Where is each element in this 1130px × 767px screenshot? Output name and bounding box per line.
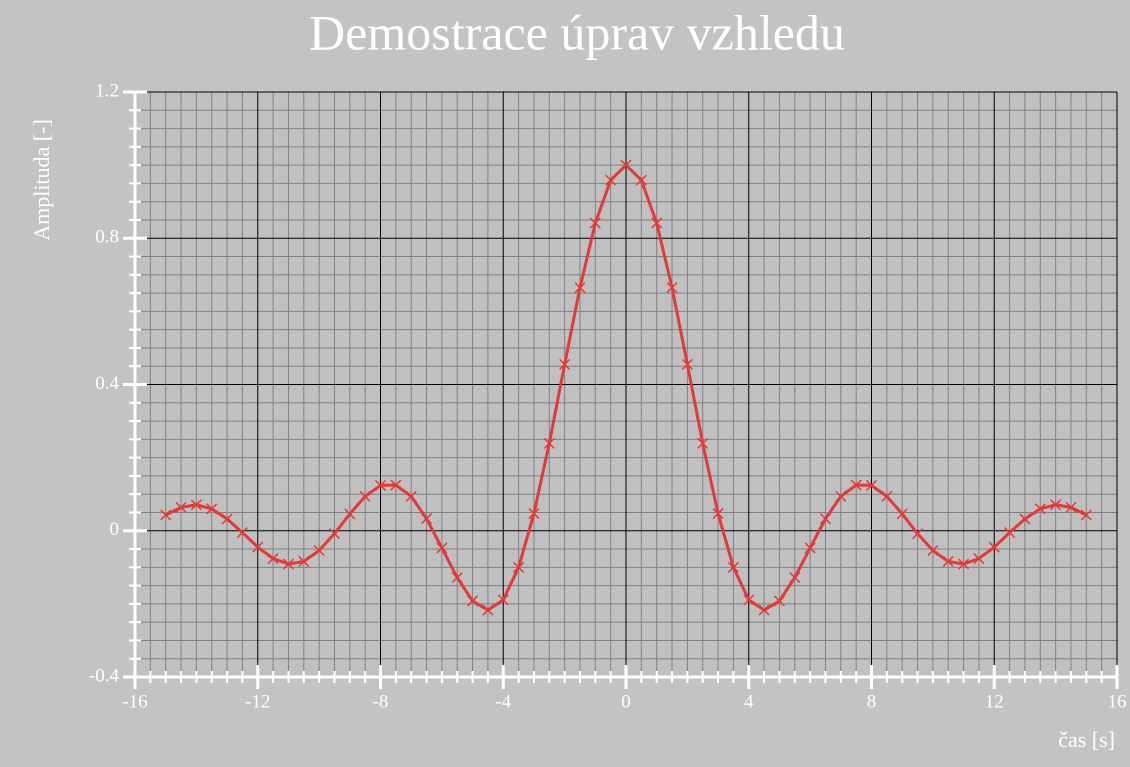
data-marker (344, 508, 356, 520)
data-marker (574, 282, 586, 294)
data-marker (697, 437, 709, 449)
data-marker (605, 174, 617, 186)
x-tick-label: 4 (744, 691, 754, 712)
data-marker (727, 561, 739, 573)
data-marker (160, 509, 172, 521)
data-marker (282, 558, 294, 570)
data-marker (865, 479, 878, 491)
data-marker (881, 490, 893, 502)
data-marker (1004, 527, 1016, 539)
y-axis-label: Amplituda [-] (29, 119, 54, 241)
data-marker (221, 513, 233, 525)
data-marker (804, 542, 816, 554)
y-tick-label: 0 (110, 519, 120, 540)
data-marker (942, 555, 954, 567)
x-tick-label: 0 (621, 691, 631, 712)
x-tick-label: -12 (245, 691, 270, 712)
data-marker (175, 501, 187, 513)
data-marker (190, 499, 202, 511)
data-marker (528, 508, 540, 520)
x-tick-label: 8 (867, 691, 877, 712)
x-tick-label: 12 (985, 691, 1004, 712)
data-marker (298, 555, 310, 567)
data-marker (390, 479, 402, 491)
data-marker (988, 541, 1000, 553)
data-marker (359, 490, 371, 502)
data-marker (1050, 499, 1062, 511)
data-marker (927, 544, 939, 557)
chart-title: Demostrace úprav vzhledu (309, 4, 845, 60)
data-marker (497, 594, 509, 606)
y-tick-label: -0.4 (89, 665, 120, 686)
data-marker (896, 508, 908, 520)
x-axis-label: čas [s] (1058, 727, 1115, 752)
data-marker (513, 561, 525, 573)
data-marker (559, 358, 571, 370)
data-marker (620, 159, 632, 171)
x-tick-label: -8 (373, 691, 389, 712)
data-marker (328, 528, 340, 540)
x-tick-label: -4 (495, 691, 511, 712)
data-marker (651, 217, 663, 229)
y-tick-label: 1.2 (95, 80, 119, 101)
data-marker (1080, 509, 1092, 521)
data-marker (267, 553, 279, 565)
data-marker (421, 513, 433, 525)
data-marker (467, 595, 479, 607)
data-marker (850, 479, 862, 491)
data-marker (451, 572, 463, 584)
data-marker (482, 604, 494, 616)
data-marker (789, 572, 801, 584)
data-marker (405, 490, 417, 502)
data-marker (374, 479, 387, 491)
y-tick-label: 0.8 (95, 227, 119, 248)
x-tick-label: -16 (122, 691, 147, 712)
data-marker (681, 358, 693, 370)
data-marker (743, 594, 755, 606)
marks (160, 159, 1092, 616)
data-marker (773, 595, 785, 607)
data-marker (313, 544, 325, 557)
data-marker (758, 604, 770, 616)
data-marker (635, 174, 647, 186)
x-tick-label: 16 (1108, 691, 1127, 712)
data-marker (958, 558, 970, 570)
data-marker (973, 553, 985, 565)
data-marker (252, 541, 264, 553)
data-marker (236, 527, 248, 539)
data-marker (543, 437, 555, 449)
data-marker (206, 503, 218, 515)
data-marker (819, 513, 831, 525)
data-marker (1034, 503, 1046, 515)
data-marker (1019, 513, 1031, 525)
data-marker (589, 217, 601, 229)
data-marker (666, 282, 678, 294)
data-marker (712, 508, 724, 520)
data-marker (1065, 501, 1077, 513)
data-marker (835, 490, 847, 502)
y-tick-label: 0.4 (95, 373, 119, 394)
data-marker (436, 542, 448, 554)
data-marker (912, 528, 924, 540)
